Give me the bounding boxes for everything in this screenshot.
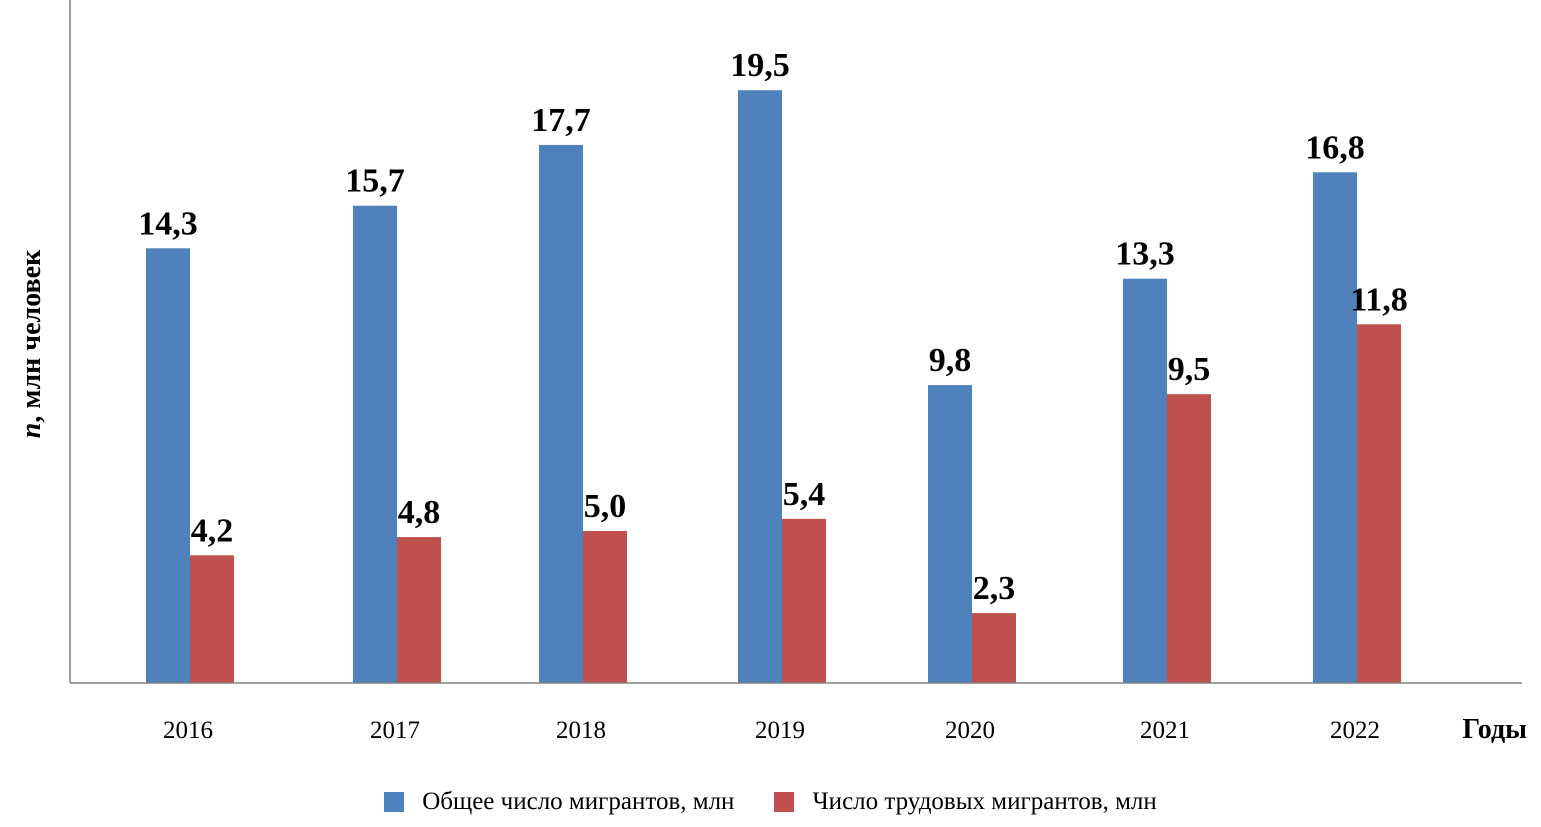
legend-label-labor: Число трудовых мигрантов, млн [812,788,1157,815]
data-label-labor-2018: 5,0 [584,488,627,525]
data-label-labor-2017: 4,8 [398,494,441,531]
bar-total-2016 [146,248,190,683]
bar-labor-2021 [1167,394,1211,683]
data-label-total-2016: 14,3 [138,205,198,242]
data-label-labor-2021: 9,5 [1168,351,1211,388]
x-tick-labels-group: 2016 2017 2018 2019 2020 2021 2022 [163,717,1380,744]
y-axis-title-variable: n [16,423,47,439]
x-tick-label-2018: 2018 [556,717,606,744]
bar-labor-2019 [782,518,826,683]
bars-group [146,90,1401,684]
data-label-total-2021: 13,3 [1115,236,1175,273]
x-tick-label-2022: 2022 [1330,717,1380,744]
value-labels-group: 14,3 4,2 15,7 4,8 17,7 5,0 19,5 5,4 9,8 2,3 13,3 9,… [138,47,1408,607]
legend-item-total: Общее число мигрантов, млн [384,788,734,816]
y-axis-title-unit: , млн человек [16,249,47,423]
bar-labor-2022 [1357,324,1401,683]
bar-total-2020 [928,385,972,683]
data-label-total-2019: 19,5 [730,47,790,84]
legend-item-labor: Число трудовых мигрантов, млн [774,788,1157,816]
bar-total-2017 [353,205,397,683]
bar-total-2021 [1123,278,1167,683]
legend: Общее число мигрантов, млн Число трудовы… [0,788,1541,816]
x-axis-title: Годы [1462,714,1527,745]
bar-total-2022 [1313,172,1357,683]
bar-labor-2016 [190,555,234,683]
bar-total-2019 [738,90,782,683]
data-label-labor-2020: 2,3 [973,570,1016,607]
legend-label-total: Общее число мигрантов, млн [422,788,735,815]
legend-swatch-labor [774,792,795,812]
bar-labor-2020 [972,613,1016,683]
data-label-total-2017: 15,7 [345,163,405,200]
data-label-total-2018: 17,7 [531,102,591,139]
data-label-labor-2019: 5,4 [783,476,826,513]
data-label-labor-2016: 4,2 [191,512,234,549]
bar-labor-2017 [397,537,441,683]
data-label-labor-2022: 11,8 [1350,281,1408,318]
y-axis-title: n, млн человек [16,249,47,438]
bar-total-2018 [539,144,583,684]
bar-labor-2018 [583,531,627,683]
x-tick-label-2021: 2021 [1140,717,1190,744]
x-tick-label-2019: 2019 [755,717,805,744]
x-tick-label-2016: 2016 [163,717,213,744]
x-tick-label-2020: 2020 [945,717,995,744]
x-tick-label-2017: 2017 [370,717,420,744]
legend-swatch-total [384,792,405,812]
data-label-total-2020: 9,8 [929,342,972,379]
data-label-total-2022: 16,8 [1305,129,1365,166]
